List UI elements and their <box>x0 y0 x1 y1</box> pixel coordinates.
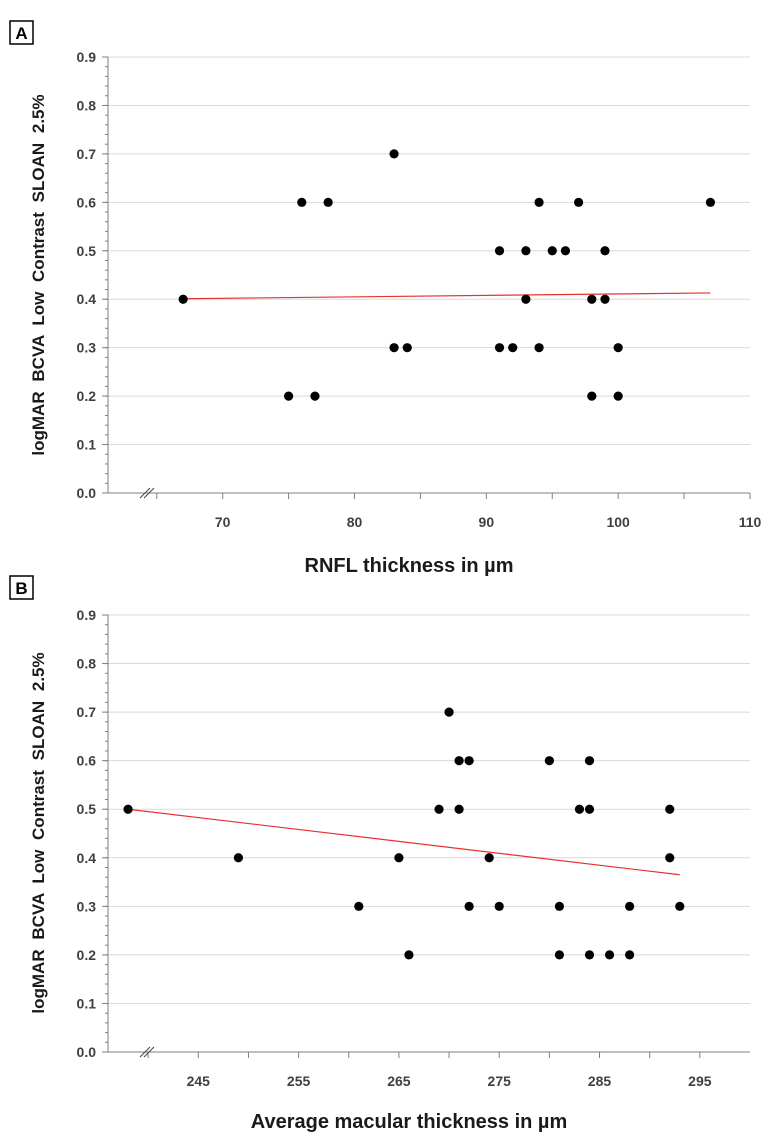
y-tick-label: 0.2 <box>77 947 97 963</box>
data-point <box>444 707 454 717</box>
data-point <box>600 294 610 304</box>
trendline <box>127 808 680 876</box>
panel-label: B <box>15 579 27 598</box>
data-point <box>584 804 595 814</box>
x-tick-label: 265 <box>387 1073 411 1089</box>
data-point <box>584 950 595 960</box>
data-point <box>123 804 133 814</box>
x-tick-label: 295 <box>688 1073 712 1089</box>
data-point <box>574 804 585 814</box>
data-point <box>675 901 685 911</box>
data-point <box>665 853 675 863</box>
axis-break-mark <box>143 487 155 499</box>
y-tick-label: 0.2 <box>77 388 97 404</box>
data-point <box>434 804 444 814</box>
data-point <box>534 343 544 353</box>
data-point <box>521 246 531 256</box>
data-point <box>402 343 412 353</box>
y-tick-label: 0.0 <box>77 1044 97 1060</box>
panel-label-box <box>9 20 34 45</box>
data-point <box>389 343 399 353</box>
axis-break-mark <box>139 487 151 499</box>
y-tick-label: 0.8 <box>77 97 97 113</box>
panel-label: A <box>15 24 27 43</box>
y-tick-label: 0.7 <box>77 146 97 162</box>
data-point <box>554 950 565 960</box>
y-tick-label: 0.5 <box>77 243 97 259</box>
data-point <box>665 804 675 814</box>
y-axis-title: logMAR BCVA Low Contrast SLOAN 2.5% <box>29 652 48 1013</box>
data-point <box>297 197 307 207</box>
data-point <box>584 756 595 766</box>
y-tick-label: 0.6 <box>77 753 97 769</box>
data-point <box>547 246 557 256</box>
trendline <box>183 292 711 300</box>
data-point <box>613 391 623 401</box>
x-axis-title: Average macular thickness in µm <box>251 1111 567 1133</box>
y-tick-label: 0.7 <box>77 704 97 720</box>
y-tick-label: 0.6 <box>77 194 97 210</box>
axis-break-mark <box>143 1046 155 1058</box>
data-point <box>233 853 244 863</box>
x-tick-label: 90 <box>479 514 495 530</box>
y-axis-title: logMAR BCVA Low Contrast SLOAN 2.5% <box>29 94 48 455</box>
x-tick-label: 285 <box>588 1073 612 1089</box>
y-tick-label: 0.3 <box>77 898 97 914</box>
data-point <box>454 804 464 814</box>
data-point <box>604 950 615 960</box>
data-point <box>454 756 464 766</box>
data-point <box>284 391 294 401</box>
data-point <box>354 901 364 911</box>
data-point <box>508 343 518 353</box>
y-tick-label: 0.4 <box>77 850 97 866</box>
y-tick-label: 0.3 <box>77 340 97 356</box>
data-point <box>389 149 399 159</box>
data-point <box>494 246 505 256</box>
y-tick-label: 0.5 <box>77 801 97 817</box>
x-tick-label: 100 <box>606 514 630 530</box>
chart-panel-b: B 0.0 0.1 0.2 0.3 0.4 0.5 0.6 0.7 0.8 0.9 245 255 265… <box>9 575 750 1133</box>
data-point <box>554 901 565 911</box>
data-point <box>484 853 494 863</box>
x-tick-label: 275 <box>488 1073 512 1089</box>
x-tick-label: 245 <box>187 1073 211 1089</box>
y-tick-label: 0.1 <box>77 995 97 1011</box>
data-point <box>534 197 544 207</box>
data-point <box>323 197 333 207</box>
data-point <box>178 294 188 304</box>
data-point <box>625 901 635 911</box>
x-tick-label: 80 <box>347 514 363 530</box>
x-tick-label: 110 <box>739 514 762 530</box>
data-point <box>494 901 504 911</box>
data-point <box>625 950 635 960</box>
data-point <box>310 391 320 401</box>
axis-break-mark <box>139 1046 151 1058</box>
x-tick-label: 70 <box>215 514 231 530</box>
y-tick-label: 0.8 <box>77 656 97 672</box>
data-point <box>600 246 610 256</box>
y-tick-label: 0.9 <box>77 607 97 623</box>
y-tick-label: 0.4 <box>77 291 97 307</box>
y-tick-label: 0.9 <box>77 49 97 65</box>
x-axis-title: RNFL thickness in µm <box>305 555 514 577</box>
data-point <box>464 901 474 911</box>
x-tick-label: 255 <box>287 1073 311 1089</box>
data-point <box>574 197 584 207</box>
data-point <box>587 391 597 401</box>
panel-label-box <box>9 575 34 600</box>
data-point <box>394 853 404 863</box>
data-point <box>705 197 716 207</box>
data-point <box>544 756 554 766</box>
y-tick-label: 0.1 <box>77 437 97 453</box>
chart-panel-a: A 0.0 0.1 0.2 0.3 0.4 0.5 0.6 0.7 0.8 0.9 70 80 90 100… <box>9 20 762 577</box>
y-tick-label: 0.0 <box>77 485 97 501</box>
data-point <box>404 950 414 960</box>
data-point <box>613 343 623 353</box>
data-point <box>587 294 597 304</box>
data-point <box>521 294 531 304</box>
data-point <box>464 756 474 766</box>
data-point <box>560 246 571 256</box>
data-point <box>494 343 505 353</box>
